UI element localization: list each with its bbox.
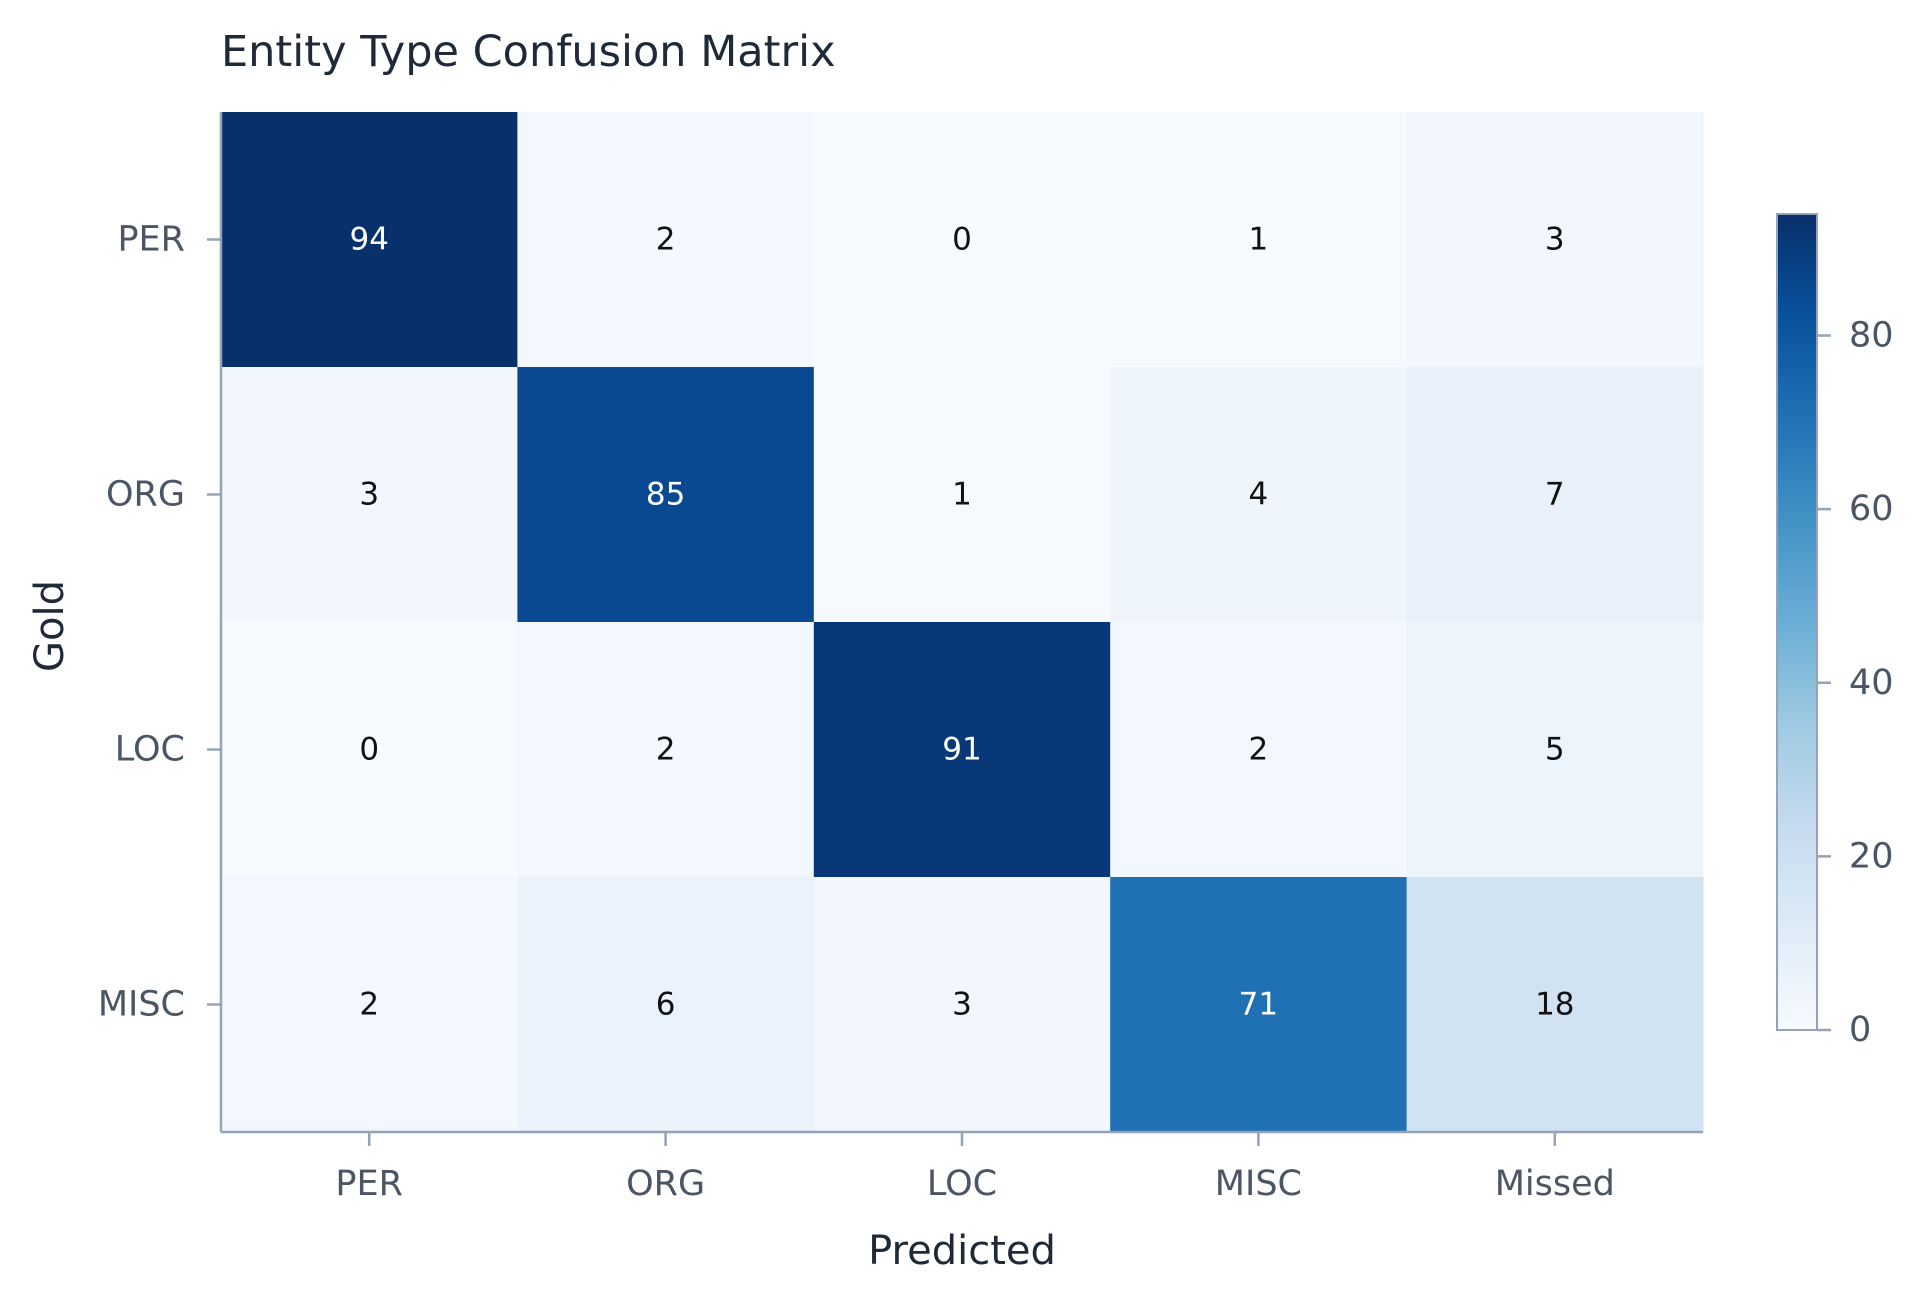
- heatmap-cell: [221, 112, 518, 368]
- cell-value-label: 3: [359, 477, 379, 513]
- heatmap-cell: [813, 622, 1111, 878]
- colorbar-tick-label: 80: [1849, 316, 1894, 356]
- colorbar-tick-label: 40: [1849, 663, 1894, 703]
- y-tick-label: ORG: [106, 475, 185, 515]
- x-tick-label: MISC: [1215, 1164, 1302, 1204]
- colorbar: [1776, 213, 1818, 1031]
- heatmap-cell: [1110, 622, 1408, 878]
- heatmap-cell: [221, 877, 518, 1133]
- cell-value-label: 2: [359, 987, 379, 1023]
- cell-value-label: 3: [952, 987, 972, 1023]
- cell-value-label: 91: [942, 732, 981, 768]
- heatmap-cell: [1406, 877, 1704, 1133]
- heatmap-cell: [517, 622, 815, 878]
- heatmap-cell: [221, 367, 518, 623]
- cell-value-label: 71: [1239, 987, 1278, 1023]
- heatmap-cell: [813, 367, 1111, 623]
- cell-value-label: 2: [656, 732, 676, 768]
- heatmap-cells: [221, 112, 1704, 1133]
- cell-value-label: 85: [646, 477, 685, 513]
- heatmap-cell: [1406, 622, 1704, 878]
- heatmap-cell: [1110, 112, 1408, 368]
- cell-value-label: 7: [1545, 477, 1565, 513]
- colorbar-ticks: 0 20 40 60 80: [1817, 316, 1894, 1050]
- colorbar-tick-label: 60: [1849, 489, 1894, 529]
- heatmap-cell: [1110, 877, 1408, 1133]
- y-axis-label: Gold: [27, 580, 73, 672]
- colorbar-tick-label: 0: [1849, 1010, 1871, 1050]
- cell-value-label: 0: [359, 732, 379, 768]
- x-tick-label: ORG: [626, 1164, 705, 1204]
- x-tick-label: Missed: [1495, 1164, 1615, 1204]
- cell-value-label: 5: [1545, 732, 1565, 768]
- cell-value-label: 6: [656, 987, 676, 1023]
- heatmap-cell-labels: 94 2 0 1 33 85 1 4 70 2 91 2 52 6 3 71 18: [349, 222, 1574, 1023]
- cell-value-label: 2: [1249, 732, 1269, 768]
- x-tick-label: PER: [335, 1164, 403, 1204]
- y-tick-label: PER: [117, 220, 185, 260]
- y-tick-label: LOC: [115, 730, 185, 770]
- cell-value-label: 94: [349, 222, 388, 258]
- cell-value-label: 3: [1545, 222, 1565, 258]
- cell-value-label: 1: [952, 477, 972, 513]
- heatmap-cell: [517, 112, 815, 368]
- heatmap-cell: [813, 112, 1111, 368]
- heatmap-cell: [1406, 367, 1704, 623]
- x-tick-label: LOC: [927, 1164, 997, 1204]
- cell-value-label: 4: [1249, 477, 1269, 513]
- y-axis-ticks: PER ORG LOC MISC: [98, 220, 221, 1025]
- heatmap-cell: [517, 367, 815, 623]
- cell-value-label: 2: [656, 222, 676, 258]
- y-tick-label: MISC: [98, 985, 185, 1025]
- chart-title: Entity Type Confusion Matrix: [221, 27, 836, 77]
- heatmap-cell: [1110, 367, 1408, 623]
- heatmap-cell: [813, 877, 1111, 1133]
- cell-value-label: 18: [1535, 987, 1574, 1023]
- heatmap-cell: [517, 877, 815, 1133]
- heatmap-cell: [1406, 112, 1704, 368]
- x-axis-label: Predicted: [868, 1228, 1056, 1274]
- colorbar-tick-label: 20: [1849, 836, 1894, 876]
- x-axis-ticks: PER ORG LOC MISC Missed: [335, 1132, 1615, 1204]
- cell-value-label: 1: [1249, 222, 1269, 258]
- heatmap-cell: [221, 622, 518, 878]
- cell-value-label: 0: [952, 222, 972, 258]
